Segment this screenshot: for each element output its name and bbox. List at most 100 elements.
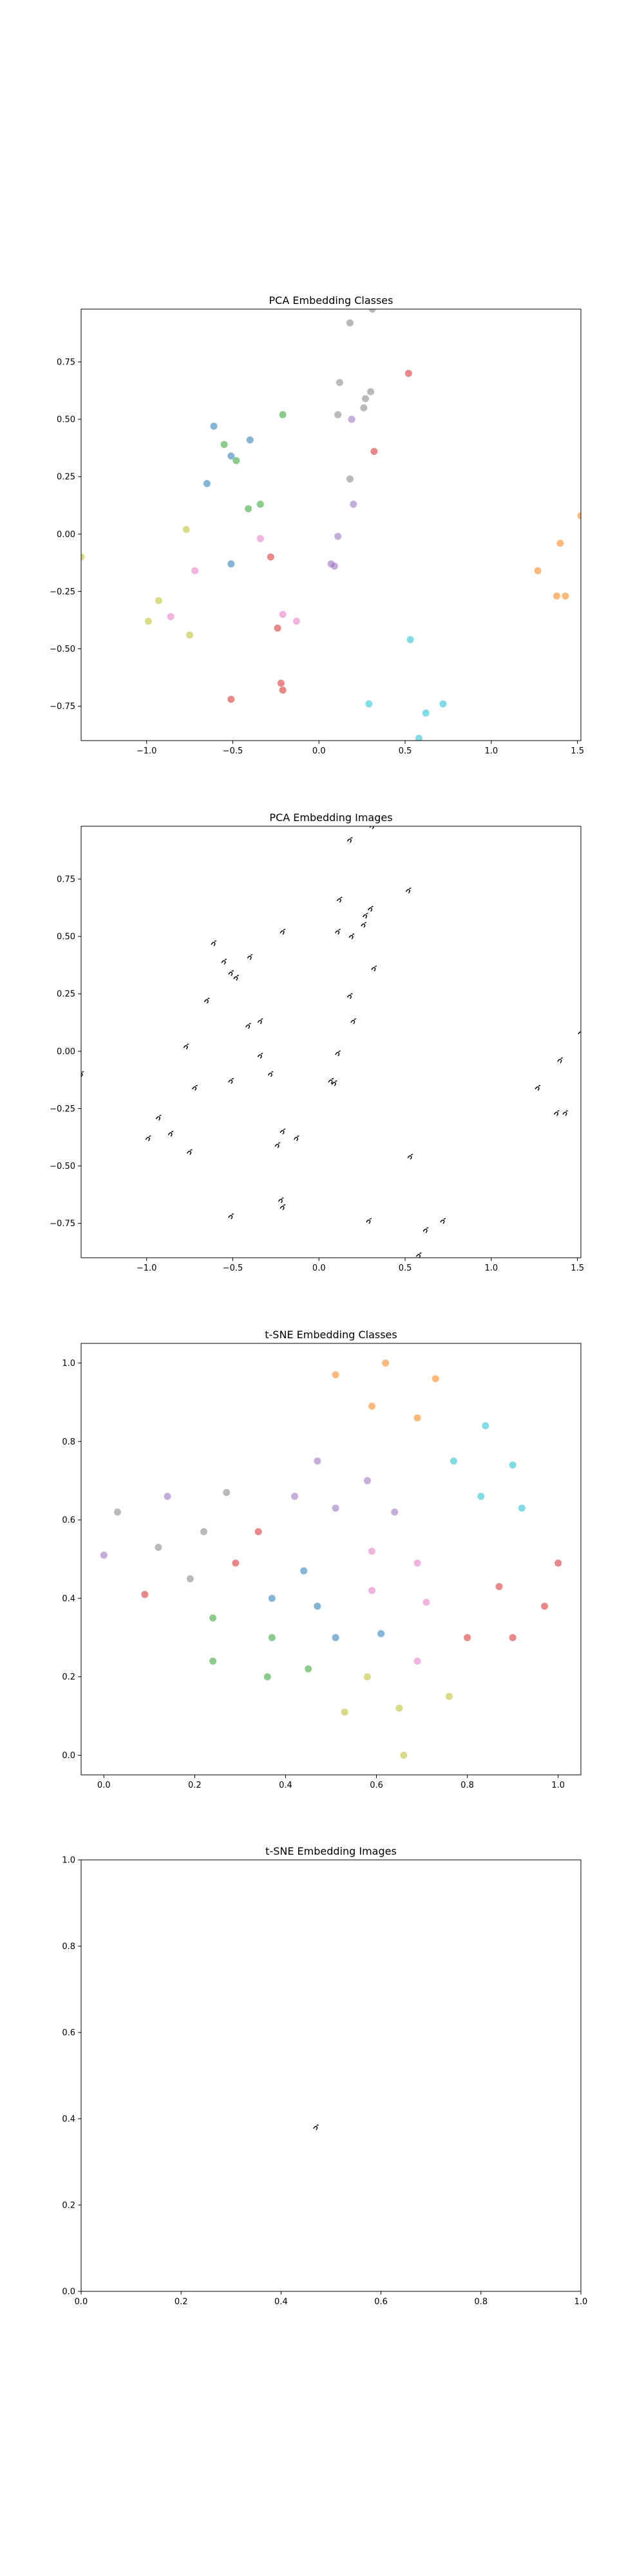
- data-point: [292, 618, 300, 625]
- data-point: [191, 567, 199, 574]
- y-tick-label: −0.25: [50, 587, 75, 597]
- data-point: [377, 1630, 385, 1638]
- data-points: [100, 1359, 562, 1759]
- data-point: [370, 448, 378, 455]
- y-tick-label: 0.8: [62, 1437, 75, 1447]
- x-tick-label: 0.0: [312, 746, 326, 756]
- image-glyph: [278, 1197, 284, 1204]
- data-point: [368, 1587, 375, 1595]
- image-glyph: [167, 1130, 174, 1137]
- data-point: [445, 1692, 453, 1700]
- data-point: [341, 1709, 348, 1716]
- data-point: [246, 436, 254, 444]
- image-glyph: [293, 1135, 299, 1142]
- data-point: [450, 1457, 457, 1465]
- data-point: [167, 613, 175, 621]
- y-tick-label: 0.0: [62, 2287, 75, 2297]
- data-point: [509, 1461, 516, 1469]
- data-point: [363, 1673, 371, 1681]
- image-glyph: [346, 993, 353, 999]
- image-glyph: [415, 1252, 422, 1258]
- image-glyph: [145, 1135, 151, 1142]
- y-tick-label: 0.75: [57, 875, 75, 884]
- image-glyph: [267, 1071, 274, 1077]
- image-glyph: [369, 826, 374, 829]
- data-point: [330, 562, 338, 570]
- image-glyph: [535, 1084, 541, 1091]
- image-glyph: [336, 896, 343, 903]
- data-point: [268, 1595, 276, 1602]
- x-tick-label: 0.4: [274, 2297, 288, 2307]
- x-tick-label: 0.8: [460, 1781, 474, 1790]
- image-glyph: [245, 1023, 251, 1029]
- data-point: [391, 1508, 399, 1516]
- data-point: [415, 734, 422, 741]
- image-glyph: [350, 1018, 357, 1025]
- data-point: [100, 1551, 108, 1559]
- image-glyph: [204, 998, 210, 1004]
- x-tick-label: −0.5: [223, 1264, 243, 1273]
- y-tick-label: 0.75: [57, 357, 75, 367]
- data-point: [495, 1583, 503, 1591]
- y-tick-label: 0.8: [62, 1942, 75, 1952]
- data-point: [367, 388, 375, 395]
- x-tick-label: 0.5: [399, 1264, 412, 1273]
- data-point: [360, 404, 368, 412]
- data-point: [279, 411, 287, 419]
- image-glyph: [155, 1114, 162, 1121]
- x-tick-label: −0.5: [223, 746, 243, 756]
- data-point: [334, 533, 342, 540]
- data-point: [332, 1371, 339, 1379]
- data-point: [482, 1422, 489, 1430]
- image-glyph: [367, 905, 374, 912]
- data-point: [113, 1508, 121, 1516]
- data-point: [553, 592, 561, 600]
- data-point: [155, 1544, 162, 1551]
- image-glyph: [362, 913, 368, 919]
- x-tick-label: 1.5: [571, 746, 584, 756]
- data-point: [227, 560, 235, 568]
- data-point: [334, 411, 342, 419]
- y-tick-label: −0.25: [50, 1104, 75, 1114]
- image-glyph: [183, 1043, 189, 1050]
- data-point: [277, 679, 285, 687]
- data-point: [227, 696, 235, 703]
- data-point: [413, 1657, 421, 1665]
- y-tick-label: 0.25: [57, 473, 75, 482]
- data-point: [509, 1634, 516, 1642]
- data-points: [313, 2124, 319, 2130]
- data-point: [256, 500, 264, 508]
- data-point: [422, 709, 430, 717]
- x-tick-label: 1.0: [574, 2297, 588, 2307]
- data-point: [363, 1477, 371, 1484]
- data-point: [346, 319, 354, 327]
- data-point: [368, 309, 376, 313]
- x-tick-label: 0.6: [370, 1781, 383, 1790]
- image-glyph: [335, 929, 341, 935]
- image-glyph: [228, 1077, 234, 1084]
- x-tick-label: −1.0: [137, 746, 157, 756]
- data-point: [200, 1528, 207, 1535]
- image-glyph: [274, 1142, 281, 1148]
- y-tick-label: 1.0: [62, 1856, 75, 1866]
- image-glyph: [257, 1052, 263, 1059]
- data-point: [268, 1634, 276, 1642]
- plot-frame: [80, 308, 582, 741]
- data-point: [350, 500, 357, 508]
- data-point: [305, 1665, 312, 1673]
- image-glyph: [228, 1213, 234, 1220]
- y-tick-label: −0.75: [50, 1219, 75, 1229]
- data-points: [81, 309, 581, 741]
- x-tick-label: 0.8: [474, 2297, 488, 2307]
- data-point: [232, 457, 240, 464]
- data-point: [223, 1488, 231, 1496]
- data-point: [422, 1598, 430, 1606]
- y-tick-label: 0.4: [62, 1594, 75, 1604]
- data-point: [413, 1559, 421, 1567]
- image-glyph: [313, 2124, 319, 2130]
- y-tick-label: 0.2: [62, 1672, 75, 1682]
- data-point: [164, 1493, 171, 1501]
- data-point: [274, 624, 281, 632]
- x-tick-label: 0.2: [175, 2297, 188, 2307]
- y-tick-label: 0.6: [62, 1516, 75, 1526]
